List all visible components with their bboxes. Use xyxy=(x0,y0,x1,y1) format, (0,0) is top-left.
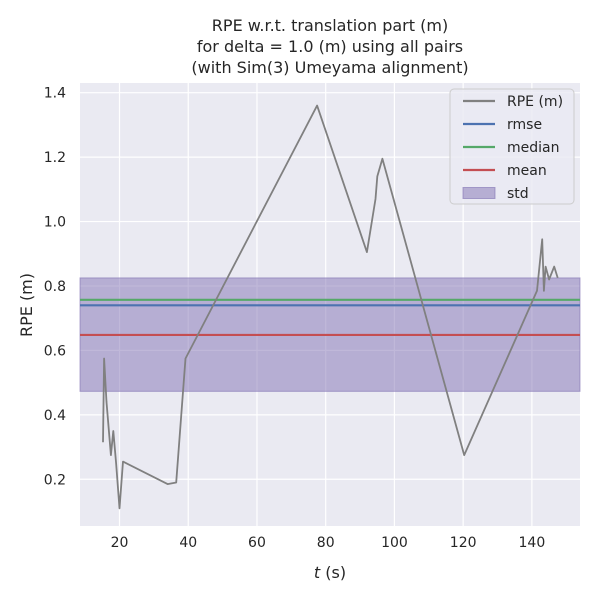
legend: RPE (m) rmse median mean std xyxy=(449,88,575,205)
x-tick-labels: 20 40 60 80 100 120 140 xyxy=(111,535,546,551)
x-tick-label: 100 xyxy=(381,535,408,551)
y-tick-label: 1.4 xyxy=(44,86,66,102)
legend-label: mean xyxy=(507,163,547,179)
x-tick-label: 120 xyxy=(450,535,477,551)
legend-swatch xyxy=(462,187,496,199)
y-tick-label: 0.4 xyxy=(44,408,66,424)
x-tick-label: 40 xyxy=(179,535,197,551)
y-tick-label: 1.2 xyxy=(44,150,66,166)
legend-label: std xyxy=(507,186,529,202)
x-tick-label: 140 xyxy=(519,535,546,551)
legend-label: rmse xyxy=(507,117,542,133)
y-axis-label: RPE (m) xyxy=(17,273,36,337)
chart-title-line-1: RPE w.r.t. translation part (m) xyxy=(212,16,448,35)
x-tick-label: 20 xyxy=(111,535,129,551)
y-tick-label: 0.2 xyxy=(44,472,66,488)
legend-label: median xyxy=(507,140,559,156)
y-tick-labels: 0.2 0.4 0.6 0.8 1.0 1.2 1.4 xyxy=(44,86,66,489)
chart-title-line-3: (with Sim(3) Umeyama alignment) xyxy=(191,58,468,77)
y-tick-label: 0.8 xyxy=(44,279,66,295)
series-lines xyxy=(102,104,559,510)
y-tick-label: 0.6 xyxy=(44,343,66,359)
x-tick-label: 60 xyxy=(248,535,266,551)
x-tick-label: 80 xyxy=(317,535,335,551)
legend-label: RPE (m) xyxy=(507,94,563,110)
chart-title: RPE w.r.t. translation part (m) for delt… xyxy=(191,16,468,77)
y-tick-label: 1.0 xyxy=(44,215,66,231)
stat-lines xyxy=(80,298,580,337)
rpe-series-line xyxy=(102,104,559,510)
chart-title-line-2: for delta = 1.0 (m) using all pairs xyxy=(197,37,463,56)
x-axis-label: t (s) xyxy=(314,563,346,582)
legend-box xyxy=(449,88,575,205)
